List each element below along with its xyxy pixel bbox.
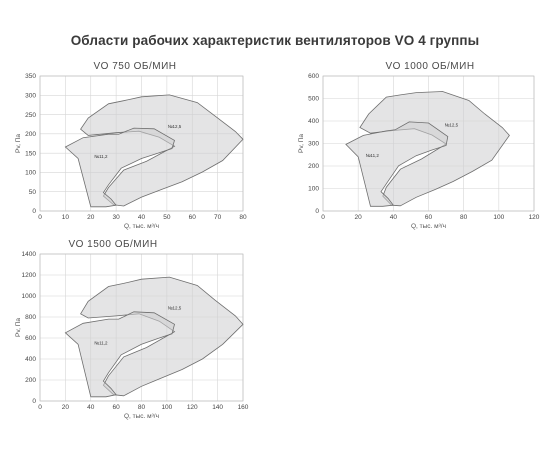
x-tick-label: 20: [87, 214, 95, 221]
x-tick-label: 120: [187, 404, 198, 411]
y-tick-label: 50: [29, 189, 37, 196]
chart-vo-1500: VO 1500 ОБ/МИН 0 20 40 60 80 100 120 140 160 0 200 4…: [15, 239, 249, 420]
region-series-1: [80, 276, 244, 397]
y-tick-label: 0: [315, 208, 319, 215]
region-series-2: [345, 121, 449, 207]
x-tick-label: 60: [425, 214, 433, 221]
chart-title: VO 750 ОБ/МИН: [93, 61, 176, 72]
x-tick-label: 0: [321, 214, 325, 221]
y-tick-label: 0: [32, 208, 36, 215]
x-tick-label: 10: [62, 214, 70, 221]
x-tick-label: 60: [113, 404, 121, 411]
x-axis-label: Q, тыс. м³/ч: [411, 223, 446, 230]
y-tick-label: 400: [308, 118, 319, 125]
y-tick-label: 500: [308, 96, 319, 103]
series-label: №12,5: [445, 123, 459, 128]
chart-vo-1000: VO 1000 ОБ/МИН 0 20 40 60 80 100 120 0 100 200 300 4…: [298, 61, 540, 230]
x-tick-label: 80: [239, 214, 247, 221]
x-tick-label: 40: [87, 404, 95, 411]
y-axis-label: Pv, Па: [15, 318, 22, 337]
y-tick-label: 300: [308, 141, 319, 148]
chart-vo-750: VO 750 ОБ/МИН 0 10 20 30 40 50 60 70 80 0 50 100 150 2…: [15, 61, 247, 230]
x-tick-label: 30: [113, 214, 121, 221]
x-tick-label: 60: [189, 214, 197, 221]
y-tick-label: 0: [32, 398, 36, 405]
plot-frame: [39, 75, 244, 212]
x-tick-label: 70: [214, 214, 222, 221]
plot-frame: [322, 75, 535, 212]
y-axis-label: Pv, Па: [15, 134, 22, 153]
y-tick-label: 600: [25, 335, 36, 342]
x-tick-label: 100: [493, 214, 504, 221]
region-series-2: [64, 127, 175, 208]
y-tick-label: 200: [25, 377, 36, 384]
y-axis-label: Pv, Па: [298, 134, 305, 153]
x-axis-label: Q, тыс. м³/ч: [124, 223, 159, 230]
plot-frame: [39, 253, 244, 402]
y-tick-label: 150: [25, 150, 36, 157]
x-tick-label: 20: [62, 404, 70, 411]
page-title: Области рабочих характеристик вентилятор…: [70, 33, 480, 48]
y-tick-label: 200: [308, 163, 319, 170]
y-tick-label: 1000: [22, 293, 37, 300]
chart-title: VO 1000 ОБ/МИН: [385, 61, 474, 72]
x-tick-label: 80: [138, 404, 146, 411]
x-tick-label: 40: [138, 214, 146, 221]
x-tick-label: 80: [460, 214, 468, 221]
series-label: №11,2: [366, 153, 380, 158]
y-tick-label: 600: [308, 73, 319, 80]
x-tick-label: 140: [212, 404, 223, 411]
x-tick-label: 0: [38, 404, 42, 411]
y-tick-label: 350: [25, 73, 36, 80]
y-tick-label: 100: [308, 186, 319, 193]
y-tick-label: 400: [25, 356, 36, 363]
series-label: №11,2: [94, 154, 108, 159]
x-tick-label: 50: [163, 214, 171, 221]
region-series-1: [359, 91, 510, 207]
series-label: №12,5: [168, 124, 182, 129]
x-tick-label: 0: [38, 214, 42, 221]
x-tick-label: 100: [161, 404, 172, 411]
x-tick-label: 20: [355, 214, 363, 221]
region-series-1: [80, 94, 244, 207]
x-tick-label: 160: [238, 404, 249, 411]
y-tick-label: 1200: [22, 272, 37, 279]
chart-title: VO 1500 ОБ/МИН: [68, 239, 157, 250]
region-series-2: [64, 311, 175, 398]
series-label: №11,2: [94, 340, 108, 345]
series-label: №12,5: [168, 306, 182, 311]
y-tick-label: 300: [25, 92, 36, 99]
y-tick-label: 1400: [22, 251, 37, 258]
y-tick-label: 100: [25, 170, 36, 177]
x-axis-label: Q, тыс. м³/ч: [124, 413, 159, 420]
y-tick-label: 200: [25, 131, 36, 138]
y-tick-label: 800: [25, 314, 36, 321]
x-tick-label: 120: [529, 214, 540, 221]
y-tick-label: 250: [25, 112, 36, 119]
x-tick-label: 40: [390, 214, 398, 221]
